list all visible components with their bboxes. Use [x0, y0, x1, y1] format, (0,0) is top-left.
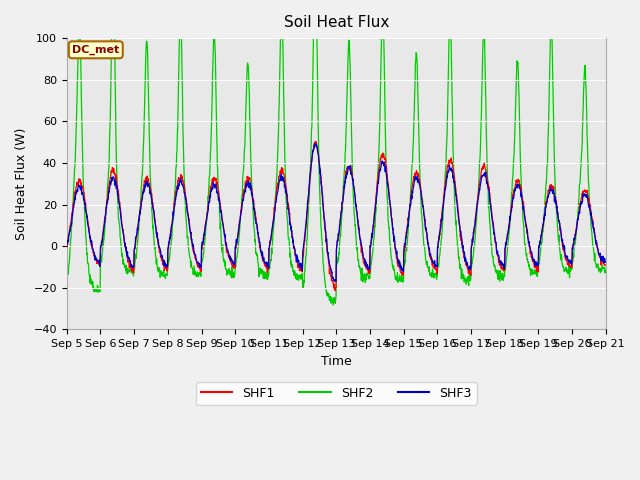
Legend: SHF1, SHF2, SHF3: SHF1, SHF2, SHF3	[196, 382, 477, 405]
Title: Soil Heat Flux: Soil Heat Flux	[284, 15, 389, 30]
X-axis label: Time: Time	[321, 355, 351, 368]
Text: DC_met: DC_met	[72, 45, 120, 55]
Y-axis label: Soil Heat Flux (W): Soil Heat Flux (W)	[15, 128, 28, 240]
